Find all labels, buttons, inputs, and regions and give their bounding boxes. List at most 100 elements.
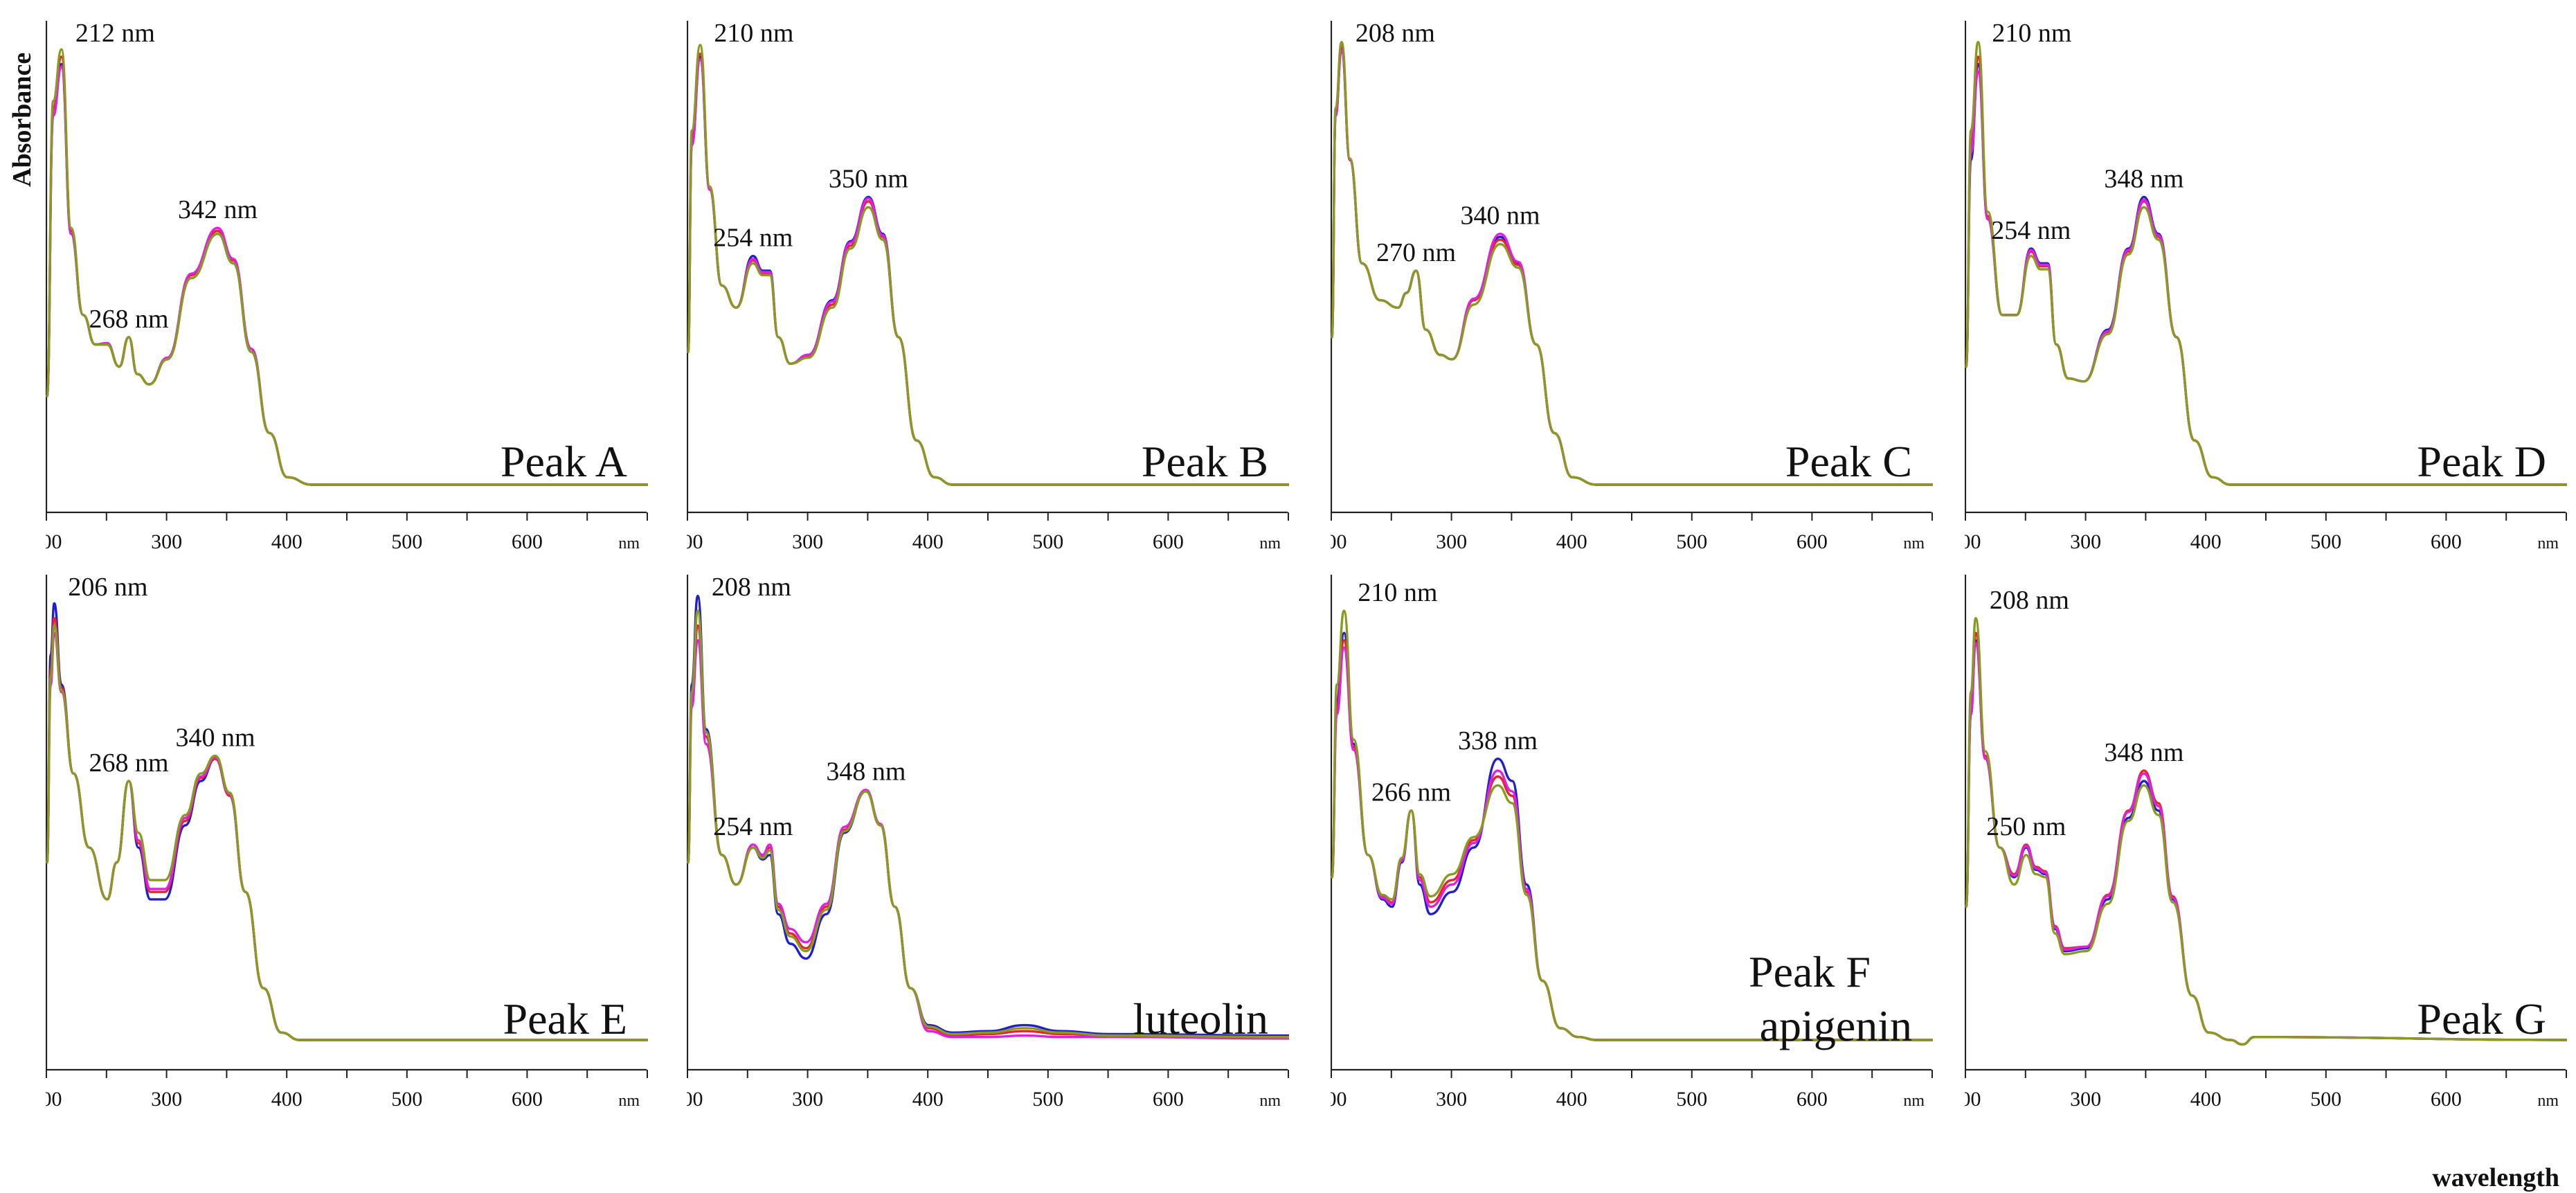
peak-annotation: 350 nm: [829, 164, 908, 193]
panel-title: Peak D: [2417, 437, 2546, 486]
x-tick-label: 500: [2310, 1088, 2341, 1111]
x-tick-label: 300: [2070, 1088, 2101, 1111]
spectrum-line-0: [1965, 62, 2567, 486]
peak-annotation: 254 nm: [1991, 216, 2071, 245]
x-unit-label: nm: [618, 535, 640, 553]
peak-annotation: 208 nm: [712, 575, 791, 602]
x-unit-label: nm: [1903, 535, 1925, 553]
x-tick-label: 200: [687, 530, 703, 553]
x-tick-label: 200: [1331, 1088, 1347, 1111]
peak-annotation: 250 nm: [1986, 812, 2066, 841]
spectrum-line-3: [1331, 609, 1933, 1041]
spectrum-line-3: [1965, 617, 2567, 1046]
spectrum-line-3: [687, 44, 1289, 486]
x-tick-label: 300: [151, 530, 182, 553]
spectrum-line-0: [46, 602, 648, 1041]
peak-annotation: 348 nm: [2104, 164, 2183, 193]
peak-annotation: 208 nm: [1990, 586, 2069, 615]
x-axis-title: wavelength: [2432, 1163, 2559, 1193]
x-unit-label: nm: [2537, 1092, 2559, 1110]
panel-title: Peak A: [501, 437, 627, 486]
x-tick-label: 500: [391, 530, 422, 553]
panel-5: 200 300 400 500 600 nm 208 nm 254 nm 348 nm luteo…: [687, 575, 1289, 1111]
x-tick-label: 400: [271, 1088, 303, 1111]
panel-title: Peak E: [503, 994, 628, 1043]
spectrum-line-1: [687, 53, 1289, 486]
x-tick-label: 400: [2190, 1088, 2222, 1111]
spectrum-line-2: [1965, 70, 2567, 486]
spectrum-line-3: [46, 48, 648, 486]
x-tick-label: 500: [2310, 530, 2341, 553]
x-tick-label: 200: [1965, 1088, 1981, 1111]
peak-annotation: 206 nm: [68, 575, 147, 602]
peak-annotation: 266 nm: [1371, 778, 1451, 807]
x-tick-label: 300: [1436, 1088, 1467, 1111]
x-tick-label: 300: [2070, 530, 2101, 553]
x-tick-label: 400: [1556, 530, 1587, 553]
x-tick-label: 400: [271, 530, 303, 553]
spectrum-line-2: [687, 639, 1289, 1040]
spectrum-line-2: [1331, 49, 1933, 486]
panel-1: 200 300 400 500 600 nm 210 nm 254 nm 350 nm Peak …: [687, 21, 1289, 553]
panel-subtitle: apigenin: [1760, 1001, 1912, 1050]
x-tick-label: 300: [792, 1088, 823, 1111]
peak-annotation: 348 nm: [826, 757, 906, 787]
peak-annotation: 268 nm: [89, 748, 169, 778]
panel-title: luteolin: [1133, 994, 1268, 1043]
x-unit-label: nm: [1259, 535, 1281, 553]
panel-3: 200 300 400 500 600 nm 210 nm 254 nm 348 nm Peak …: [1965, 21, 2567, 553]
x-tick-label: 600: [512, 1088, 543, 1111]
peak-annotation: 254 nm: [713, 812, 793, 841]
peak-annotation: 210 nm: [714, 21, 793, 48]
x-tick-label: 200: [46, 530, 62, 553]
peak-annotation: 338 nm: [1458, 726, 1538, 755]
spectrum-line-0: [1965, 639, 2567, 1046]
spectrum-line-0: [46, 62, 648, 486]
x-unit-label: nm: [2537, 535, 2559, 553]
peak-annotation: 348 nm: [2104, 738, 2183, 767]
x-tick-label: 200: [1331, 530, 1347, 553]
spectrum-line-3: [1965, 41, 2567, 486]
panel-title: Peak B: [1142, 437, 1268, 486]
peak-annotation: 270 nm: [1376, 238, 1456, 267]
x-tick-label: 600: [1153, 1088, 1184, 1111]
x-tick-label: 300: [792, 530, 823, 553]
peak-annotation: 342 nm: [178, 195, 258, 224]
x-tick-label: 300: [1436, 530, 1467, 553]
peak-annotation: 340 nm: [176, 724, 255, 753]
spectrum-line-3: [687, 609, 1289, 1039]
x-tick-label: 400: [912, 1088, 944, 1111]
spectrum-line-1: [687, 624, 1289, 1039]
peak-annotation: 212 nm: [75, 21, 155, 48]
x-tick-label: 200: [1965, 530, 1981, 553]
panel-title: Peak C: [1785, 437, 1912, 486]
panel-0: 200 300 400 500 600 nm 212 nm 268 nm 342 nm Peak …: [46, 21, 648, 553]
spectrum-line-2: [1965, 642, 2567, 1046]
spectrum-line-1: [1965, 55, 2567, 486]
spectrum-line-1: [46, 55, 648, 486]
x-axis-title-text: wavelength: [2432, 1163, 2559, 1192]
x-unit-label: nm: [1903, 1092, 1925, 1110]
spectrum-line-0: [687, 595, 1289, 1037]
spectrum-line-2: [687, 58, 1289, 486]
x-tick-label: 500: [1676, 1088, 1707, 1111]
x-tick-label: 500: [1676, 530, 1707, 553]
peak-annotation: 340 nm: [1461, 201, 1540, 231]
y-axis-title: Absorbance: [7, 14, 37, 187]
spectrum-line-3: [46, 624, 648, 1041]
x-unit-label: nm: [1259, 1092, 1281, 1110]
x-tick-label: 600: [1153, 530, 1184, 553]
x-unit-label: nm: [618, 1092, 640, 1110]
peak-annotation: 208 nm: [1355, 21, 1435, 48]
x-tick-label: 200: [46, 1088, 62, 1111]
x-tick-label: 500: [1032, 530, 1063, 553]
panel-title: Peak G: [2417, 994, 2546, 1043]
x-tick-label: 400: [1556, 1088, 1587, 1111]
x-tick-label: 400: [912, 530, 944, 553]
peak-annotation: 210 nm: [1992, 21, 2071, 48]
peak-annotation: 268 nm: [89, 305, 169, 334]
panel-title: Peak F: [1749, 947, 1871, 996]
